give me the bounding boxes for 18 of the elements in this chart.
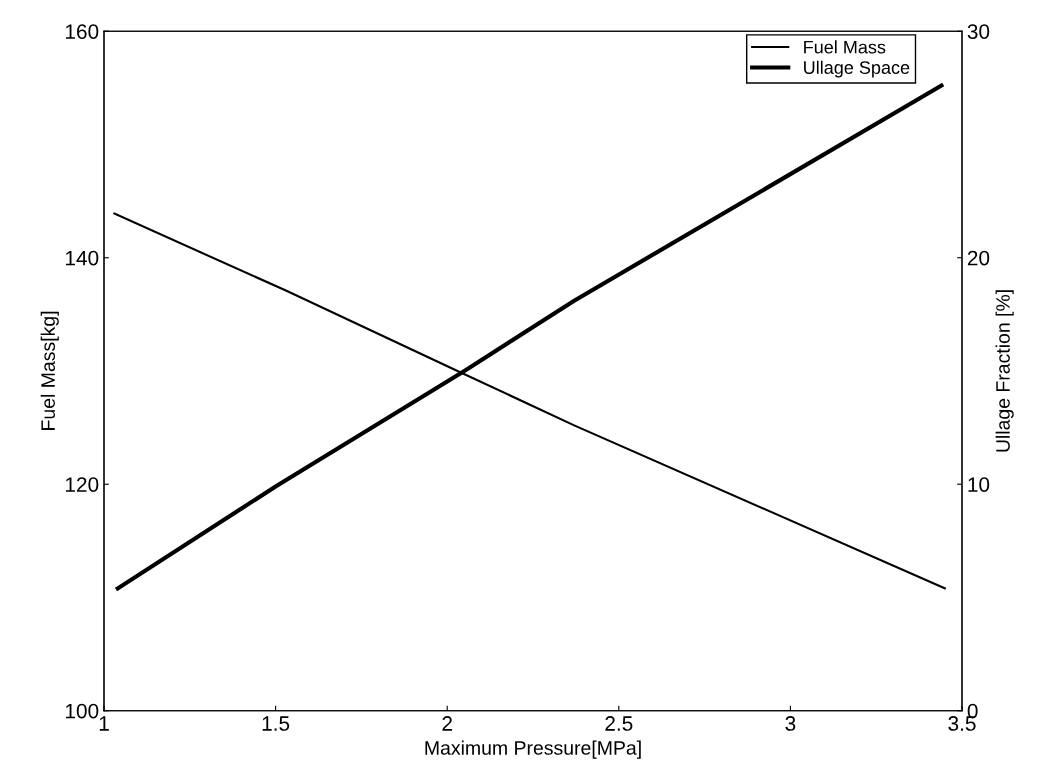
y2-tick-label: 10	[968, 477, 990, 492]
y-tick-label: 160	[65, 24, 99, 39]
x-tick-label: 1	[99, 716, 109, 731]
y2-tick-label: 30	[967, 24, 990, 39]
line-series	[115, 83, 944, 591]
x-tick-label: 2.5	[605, 716, 633, 731]
y-tick-label: 140	[65, 250, 99, 266]
y-axis-title: Fuel Mass[kg]	[40, 311, 59, 430]
legend-label: Ullage Space	[804, 60, 910, 78]
y2-tick-label: 20	[967, 250, 990, 266]
y-tick-label: 100	[65, 703, 99, 719]
legend-label: Fuel Mass	[804, 40, 886, 54]
x-tick-label: 3	[785, 716, 796, 731]
x-axis-title: Maximum Pressure[MPa]	[425, 740, 641, 759]
y2-axis-title: Ullage Fraction [%]	[995, 290, 1014, 452]
x-tick-label: 2	[442, 716, 452, 731]
x-tick-label: 1.5	[262, 716, 290, 731]
y-tick-label: 120	[65, 477, 99, 492]
